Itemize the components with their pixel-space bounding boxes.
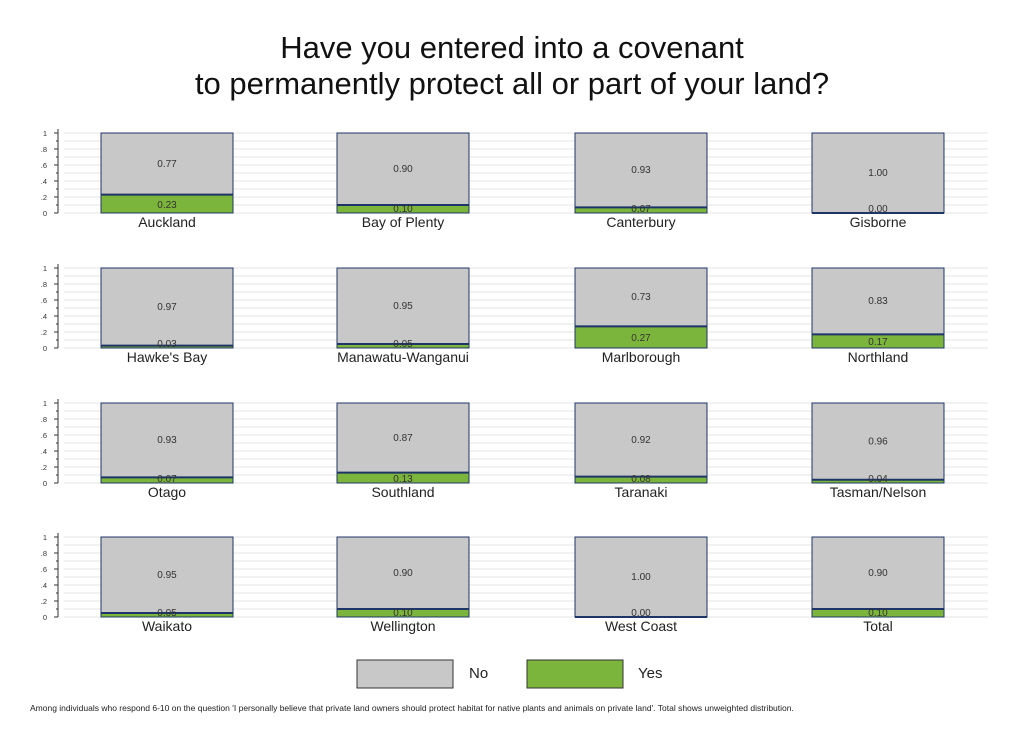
bar-no: [574, 132, 708, 208]
data-label-no: 0.77: [157, 159, 177, 170]
panel-label: Auckland: [138, 214, 196, 230]
y-tick-label: 1: [43, 129, 47, 138]
data-label-no: 0.96: [868, 436, 888, 447]
panel-label: Tasman/Nelson: [830, 484, 927, 500]
legend-label-yes: Yes: [638, 665, 663, 682]
data-label-no: 0.90: [393, 568, 413, 579]
panel-label: Bay of Plenty: [362, 214, 445, 230]
data-label-yes: 0.10: [868, 608, 888, 619]
panel-label: Hawke's Bay: [127, 349, 207, 365]
data-label-no: 0.93: [157, 435, 177, 446]
y-tick-label: .8: [41, 280, 47, 289]
data-label-yes: 0.10: [393, 608, 413, 619]
y-tick-label: .2: [41, 597, 47, 606]
data-label-yes: 0.07: [157, 474, 177, 485]
data-label-no: 0.95: [393, 301, 413, 312]
panel-label: Southland: [371, 484, 434, 500]
data-label-yes: 0.23: [157, 200, 177, 211]
data-label-yes: 0.00: [631, 608, 651, 619]
bar-no: [811, 132, 945, 214]
data-label-yes: 0.13: [393, 474, 413, 485]
data-label-no: 0.92: [631, 435, 651, 446]
bar-no: [811, 536, 945, 610]
y-tick-label: .4: [41, 581, 47, 590]
bar-no: [336, 536, 470, 610]
y-tick-label: .4: [41, 447, 47, 456]
y-tick-label: 1: [43, 533, 47, 542]
y-tick-label: 0: [43, 209, 47, 218]
data-label-yes: 0.07: [631, 204, 651, 215]
data-label-no: 0.87: [393, 433, 413, 444]
bar-no: [574, 267, 708, 327]
panel-label: Taranaki: [615, 484, 668, 500]
footnote: Among individuals who respond 6-10 on th…: [30, 703, 794, 713]
y-tick-label: 0: [43, 613, 47, 622]
panel-label: Gisborne: [850, 214, 907, 230]
bar-no: [336, 132, 470, 206]
legend-label-no: No: [469, 665, 489, 682]
bar-no: [100, 536, 234, 614]
bar-no: [574, 402, 708, 478]
y-tick-label: .8: [41, 145, 47, 154]
panel-label: West Coast: [605, 618, 677, 634]
legend-swatch-no: [356, 659, 454, 689]
panel-label: Waikato: [142, 618, 192, 634]
panel-label: Wellington: [370, 618, 435, 634]
y-tick-label: 0: [43, 479, 47, 488]
data-label-no: 0.73: [631, 292, 651, 303]
bar-no: [811, 267, 945, 335]
bar-no: [100, 132, 234, 196]
bar-no: [336, 402, 470, 474]
chart-title-line-1: Have you entered into a covenant: [280, 30, 744, 65]
y-tick-label: .2: [41, 328, 47, 337]
panel-label: Manawatu-Wanganui: [337, 349, 469, 365]
chart-title-line-2: to permanently protect all or part of yo…: [194, 66, 830, 101]
panel-label: Marlborough: [602, 349, 681, 365]
panel-label: Otago: [148, 484, 186, 500]
y-tick-label: .6: [41, 296, 47, 305]
y-tick-label: .8: [41, 549, 47, 558]
data-label-no: 0.97: [157, 302, 177, 313]
bar-no: [100, 267, 234, 347]
y-tick-label: .6: [41, 431, 47, 440]
y-tick-label: .8: [41, 415, 47, 424]
panel-label: Northland: [848, 349, 909, 365]
data-label-no: 0.83: [868, 296, 888, 307]
chart-title: Have you entered into a covenant to perm…: [0, 30, 1024, 102]
data-label-yes: 0.05: [393, 339, 413, 350]
data-label-yes: 0.03: [157, 339, 177, 350]
y-tick-label: 1: [43, 264, 47, 273]
y-tick-label: .2: [41, 193, 47, 202]
y-tick-label: .6: [41, 565, 47, 574]
legend-swatch-yes: [526, 659, 624, 689]
y-tick-label: .6: [41, 161, 47, 170]
data-label-no: 0.90: [868, 568, 888, 579]
data-label-no: 0.95: [157, 570, 177, 581]
data-label-yes: 0.27: [631, 333, 651, 344]
data-label-no: 1.00: [631, 572, 651, 583]
y-tick-label: .2: [41, 463, 47, 472]
bar-no: [574, 536, 708, 618]
data-label-yes: 0.00: [868, 204, 888, 215]
data-label-no: 1.00: [868, 168, 888, 179]
data-label-no: 0.93: [631, 165, 651, 176]
y-tick-label: .4: [41, 177, 47, 186]
y-tick-label: 0: [43, 344, 47, 353]
y-tick-label: 1: [43, 399, 47, 408]
bar-no: [336, 267, 470, 345]
panel-label: Total: [863, 618, 893, 634]
data-label-yes: 0.17: [868, 337, 888, 348]
data-label-yes: 0.08: [631, 474, 651, 485]
panel-label: Canterbury: [606, 214, 675, 230]
data-label-no: 0.90: [393, 164, 413, 175]
data-label-yes: 0.10: [393, 204, 413, 215]
y-tick-label: .4: [41, 312, 47, 321]
data-label-yes: 0.04: [868, 474, 888, 485]
bar-no: [811, 402, 945, 481]
bar-no: [100, 402, 234, 478]
data-label-yes: 0.05: [157, 608, 177, 619]
